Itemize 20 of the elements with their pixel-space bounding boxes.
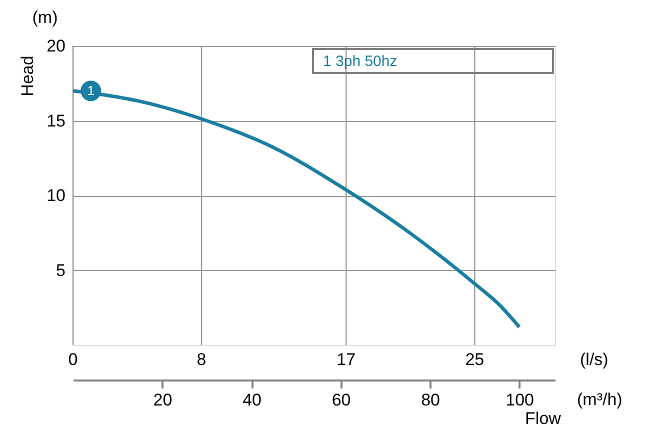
x-tick-label: 80 xyxy=(421,390,440,410)
annotation: 1 xyxy=(87,82,94,98)
x2-tick-label: 0 xyxy=(68,350,78,369)
x2-axis-title: (l/s) xyxy=(580,350,608,369)
text: (m) xyxy=(32,8,58,27)
x2-tick-label: 17 xyxy=(336,350,356,369)
y-tick-label: 5 xyxy=(56,260,66,280)
x-axis-title: (m³/h) xyxy=(577,390,622,409)
x2-tick-label: 8 xyxy=(196,350,206,369)
y-tick-label: 20 xyxy=(46,36,66,56)
x-tick-label: 40 xyxy=(242,390,262,410)
x-tick-label: 100 xyxy=(506,390,534,410)
y-axis-title: Head xyxy=(18,56,37,96)
x-tick-label: 20 xyxy=(153,390,172,410)
text: 1 3ph 50hz xyxy=(323,53,398,70)
x-tick-label: 60 xyxy=(332,390,351,410)
y-tick-label: 10 xyxy=(46,186,66,205)
x2-tick-label: 25 xyxy=(465,350,484,369)
y-tick-label: 15 xyxy=(46,111,66,130)
text: Flow xyxy=(525,409,562,428)
